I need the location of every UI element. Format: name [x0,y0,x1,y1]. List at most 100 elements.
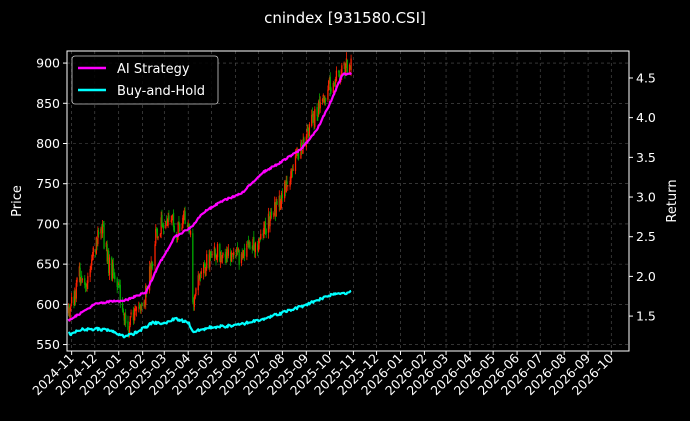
candle-body [184,211,186,225]
candle-body [254,242,257,253]
candle-body [328,78,331,81]
candle-body [139,307,141,310]
candle-body [215,255,217,260]
candle-body [119,284,121,303]
candle-body [240,254,243,264]
candle-body [195,288,197,295]
candle-body [332,82,334,93]
y2-tick-label: 3.0 [636,190,656,205]
candle-body [328,80,330,91]
candle-body [92,247,94,257]
candle-body [95,237,97,254]
candle-body [280,193,283,203]
candle-body [225,255,227,260]
candle-body [224,254,226,258]
candle-body [166,224,169,227]
candle-body [301,150,304,151]
candle-body [335,70,338,82]
candle-body [81,275,83,281]
y-axis-ticks: 550 600 650 700 750 800 850 900 [36,56,67,352]
candle-body [230,251,232,262]
candle-body [236,247,238,252]
y-tick-label: 800 [36,136,60,151]
candle-body [161,214,163,227]
candle-body [178,221,180,223]
candle-body [165,220,167,228]
candle-body [235,252,237,254]
candle-body [105,242,108,247]
y2-axis-ticks: 1.5 2.0 2.5 3.0 3.5 4.0 4.5 [629,70,656,324]
y-tick-label: 550 [36,337,60,352]
candle-body [159,233,162,237]
candle-body [74,291,76,305]
candle-body [143,301,145,307]
candle-body [80,277,82,282]
candle-body [89,269,91,278]
candle-body [124,313,126,320]
candle-body [307,127,309,131]
candle-body [231,253,233,255]
candle-body [292,169,294,171]
candle-body [248,241,250,246]
candle-body [343,63,345,66]
candle-body [216,244,219,258]
candle-body [211,254,213,256]
candle-body [313,115,315,126]
candle-body [311,113,314,118]
candle-body [84,283,87,288]
candle-body [182,214,185,221]
candle-body [122,309,125,314]
candle-body [186,225,189,227]
candle-body [257,245,260,252]
candle-body [157,236,159,239]
x-axis-ticks: 2024-112024-122025-012025-022025-032025-… [29,350,616,398]
candle-body [219,256,222,262]
candle-body [258,238,260,244]
candle-body [81,279,84,281]
candle-body [241,254,243,259]
candle-body [338,71,340,73]
candle-body [128,330,130,333]
candle-body [183,210,185,216]
candle-body [70,305,72,308]
y2-tick-label: 3.5 [636,150,656,165]
candle-body [167,216,169,226]
return-lines [67,72,353,339]
candle-body [111,262,114,279]
candle-body [205,267,207,276]
candle-body [162,224,164,227]
candle-body [168,215,170,220]
plot-frame [66,50,630,352]
candle-body [345,63,347,75]
legend: AI Strategy Buy-and-Hold [71,55,219,105]
candle-body [289,180,291,187]
candle-body [91,259,93,266]
y-tick-label: 600 [36,297,60,312]
candle-body [264,221,267,229]
candle-body [318,101,320,115]
candle-body [263,223,266,230]
candle-body [116,278,118,287]
candle-body [73,296,75,306]
candle-body [194,294,196,299]
candle-body [133,313,135,320]
candle-body [284,182,286,199]
candle-body [322,94,324,100]
candle-body [334,82,336,84]
candle-body [303,138,305,146]
candle-body [237,248,240,250]
candle-body [210,253,213,255]
candle-body [130,312,132,315]
candle-body [78,266,81,277]
y2-tick-label: 2.0 [636,269,656,284]
candle-body [141,303,143,306]
candle-body [262,233,264,236]
candle-body [106,244,108,262]
candle-body [238,249,240,265]
candle-body [290,171,292,183]
candle-body [182,217,184,229]
candle-body [291,168,294,172]
candle-body [279,196,281,210]
candle-body [317,114,319,116]
candle-body [216,255,218,260]
